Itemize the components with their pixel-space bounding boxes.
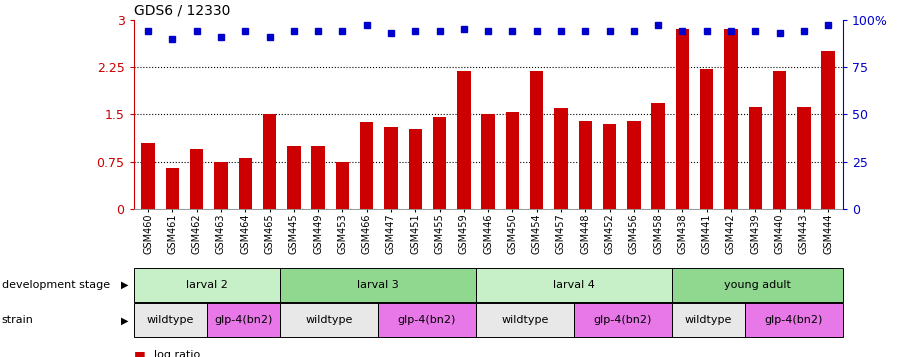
Bar bbox=[384, 127, 398, 209]
Bar bbox=[578, 121, 592, 209]
Bar bbox=[379, 303, 476, 337]
Bar bbox=[311, 146, 325, 209]
Bar bbox=[190, 149, 204, 209]
Bar bbox=[409, 129, 422, 209]
Bar bbox=[798, 107, 810, 209]
Bar bbox=[134, 268, 280, 302]
Text: log ratio: log ratio bbox=[154, 350, 200, 357]
Bar bbox=[627, 121, 640, 209]
Text: glp-4(bn2): glp-4(bn2) bbox=[215, 315, 273, 326]
Bar bbox=[215, 161, 227, 209]
Bar bbox=[671, 268, 843, 302]
Bar bbox=[287, 146, 300, 209]
Bar bbox=[360, 122, 373, 209]
Bar bbox=[506, 112, 519, 209]
Bar bbox=[700, 69, 714, 209]
Bar bbox=[336, 161, 349, 209]
Bar bbox=[457, 71, 471, 209]
Bar bbox=[574, 303, 671, 337]
Text: strain: strain bbox=[2, 315, 34, 326]
Text: wildtype: wildtype bbox=[684, 315, 732, 326]
Bar bbox=[262, 114, 276, 209]
Bar bbox=[671, 303, 745, 337]
Bar bbox=[651, 103, 665, 209]
Bar bbox=[745, 303, 843, 337]
Text: larval 4: larval 4 bbox=[553, 280, 595, 290]
Text: young adult: young adult bbox=[724, 280, 790, 290]
Bar bbox=[476, 303, 574, 337]
Text: glp-4(bn2): glp-4(bn2) bbox=[764, 315, 823, 326]
Bar bbox=[676, 29, 689, 209]
Bar bbox=[724, 29, 738, 209]
Bar bbox=[433, 117, 447, 209]
Text: ▶: ▶ bbox=[122, 280, 129, 290]
Text: wildtype: wildtype bbox=[306, 315, 353, 326]
Bar bbox=[773, 71, 787, 209]
Text: larval 2: larval 2 bbox=[186, 280, 227, 290]
Bar bbox=[239, 159, 252, 209]
Text: glp-4(bn2): glp-4(bn2) bbox=[398, 315, 456, 326]
Bar bbox=[207, 303, 280, 337]
Text: wildtype: wildtype bbox=[146, 315, 194, 326]
Bar bbox=[482, 114, 495, 209]
Text: wildtype: wildtype bbox=[501, 315, 549, 326]
Bar bbox=[134, 303, 207, 337]
Bar bbox=[280, 268, 476, 302]
Bar bbox=[142, 142, 155, 209]
Bar bbox=[554, 108, 567, 209]
Bar bbox=[280, 303, 379, 337]
Text: GDS6 / 12330: GDS6 / 12330 bbox=[134, 3, 230, 17]
Bar bbox=[166, 168, 179, 209]
Bar bbox=[530, 71, 543, 209]
Text: glp-4(bn2): glp-4(bn2) bbox=[593, 315, 652, 326]
Bar bbox=[749, 107, 762, 209]
Text: larval 3: larval 3 bbox=[357, 280, 399, 290]
Bar bbox=[603, 124, 616, 209]
Bar bbox=[476, 268, 671, 302]
Text: ■: ■ bbox=[134, 349, 146, 357]
Text: development stage: development stage bbox=[2, 280, 110, 290]
Bar bbox=[822, 51, 834, 209]
Text: ▶: ▶ bbox=[122, 315, 129, 326]
